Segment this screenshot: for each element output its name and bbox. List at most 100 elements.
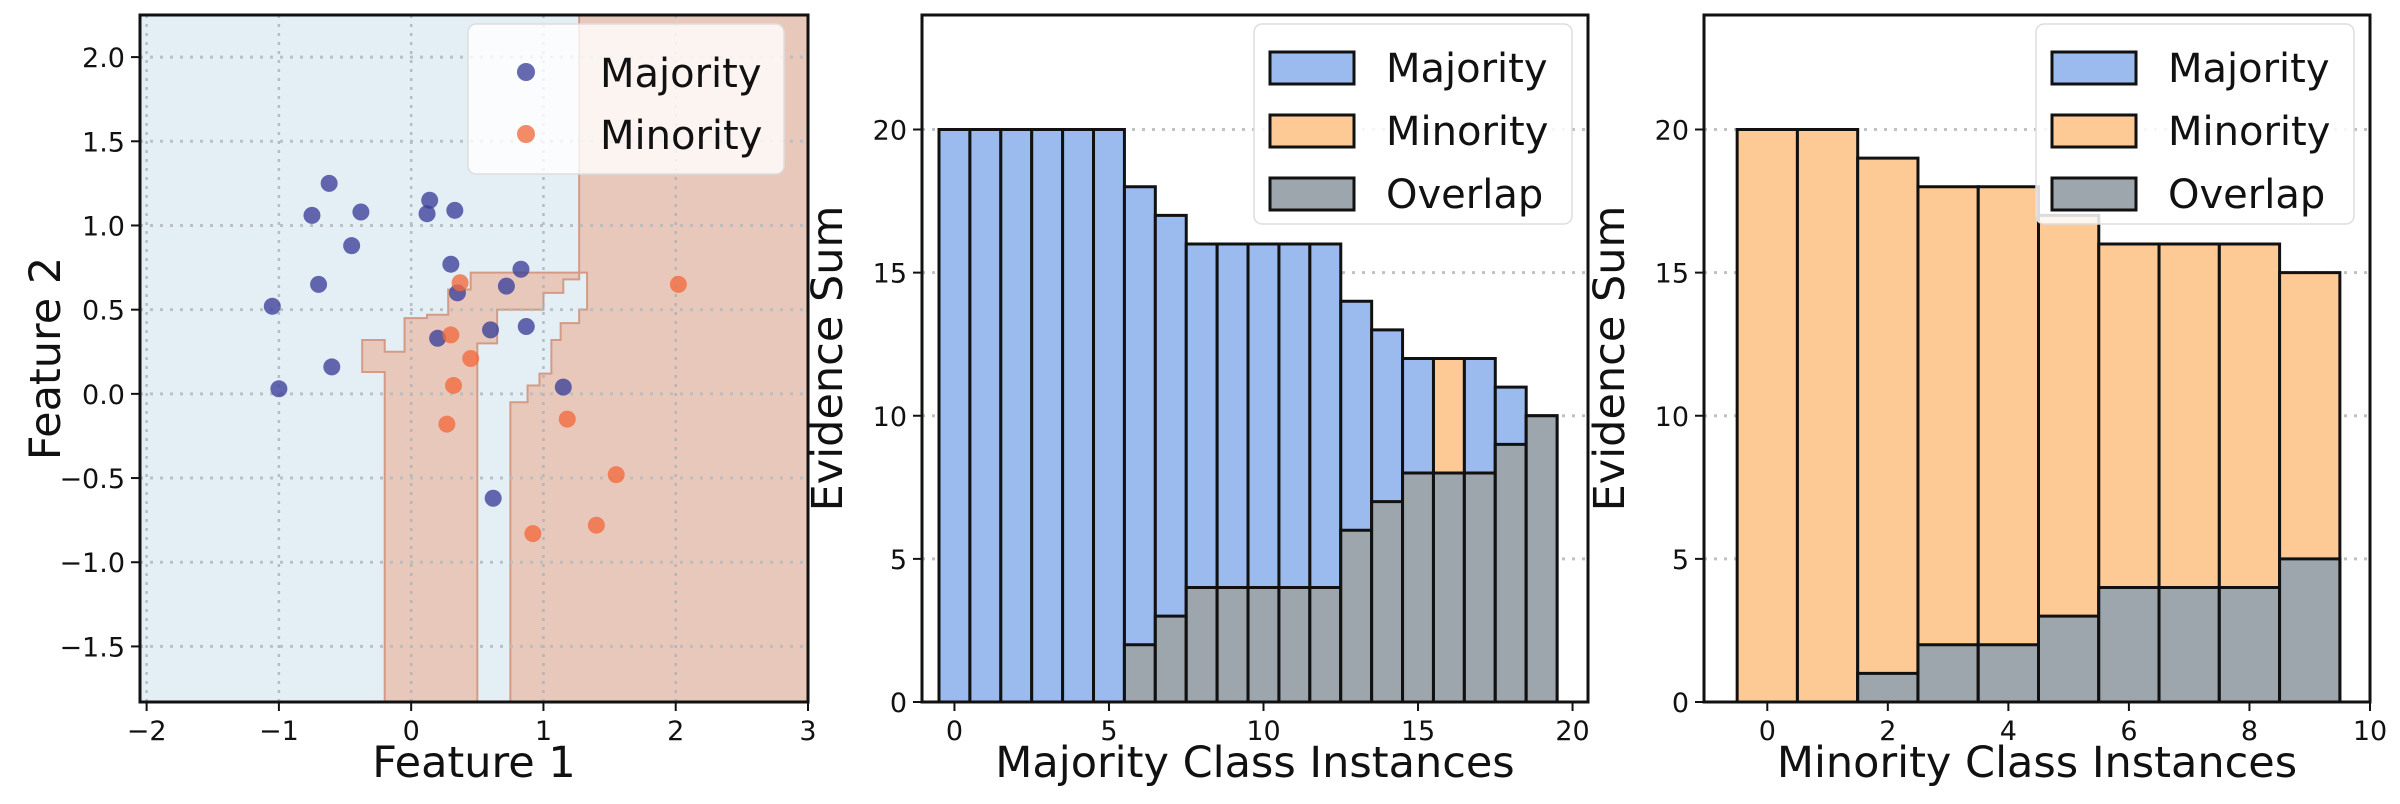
minority-region xyxy=(361,15,808,702)
x-tick-label: −1 xyxy=(259,716,299,747)
minority-point xyxy=(444,376,462,394)
x-tick-label: 8 xyxy=(2241,716,2258,747)
axes-frame xyxy=(920,13,1590,704)
y-tick-label: 10 xyxy=(873,402,907,433)
overlap-bar xyxy=(1401,471,1435,704)
minority-bar-panel: 0 2 4 6 8 10 0 5 10 15 20 Minority Class Instances E… xyxy=(1585,13,2388,788)
majority-point xyxy=(517,318,535,336)
x-axis-label: Majority Class Instances xyxy=(995,738,1514,788)
y-tick-label: 0.5 xyxy=(82,296,125,327)
legend-label-minority: Minority xyxy=(2168,109,2330,155)
minority-point xyxy=(442,326,460,344)
overlap-bar xyxy=(1976,643,2041,704)
legend-label-minority: Minority xyxy=(600,113,762,159)
y-tick-label: 0 xyxy=(890,688,907,719)
ticks: 0 5 10 15 20 0 5 10 15 20 xyxy=(873,116,1590,748)
majority-bar xyxy=(999,128,1034,704)
legend-marker-minority xyxy=(517,125,535,143)
majority-point xyxy=(352,203,370,221)
overlap-bar xyxy=(2037,614,2101,704)
majority-point xyxy=(446,201,464,219)
majority-bar xyxy=(1030,128,1065,704)
overlap-bar xyxy=(1916,643,1980,704)
minority-point xyxy=(438,415,456,433)
minority-bar xyxy=(1795,128,1860,704)
y-tick-label: 1.5 xyxy=(82,127,125,158)
majority-point xyxy=(442,255,460,273)
legend-label-majority: Majority xyxy=(1386,46,1548,92)
x-tick-label: −2 xyxy=(127,716,167,747)
x-tick-label: 5 xyxy=(1100,716,1117,747)
majority-point xyxy=(512,260,530,278)
majority-point xyxy=(323,358,341,376)
ticks: −2 −1 0 1 2 3 −1.5 −1.0 −0.5 0.0 0.5 1.0 1.5 2.0 xyxy=(59,43,816,747)
majority-bar xyxy=(968,128,1003,704)
y-axis-label: Evidence Sum xyxy=(803,206,853,512)
majority-point xyxy=(497,277,515,295)
minority-bar xyxy=(1976,185,2041,704)
grid-lines xyxy=(140,15,808,702)
majority-point xyxy=(418,205,436,223)
overlap-bar xyxy=(2217,586,2282,704)
y-tick-label: 1.0 xyxy=(82,211,125,242)
x-tick-label: 3 xyxy=(799,716,816,747)
minority-point xyxy=(669,275,687,293)
x-tick-label: 0 xyxy=(403,716,420,747)
overlap-bar xyxy=(1856,671,1920,704)
minority-bar xyxy=(1735,128,1799,704)
majority-point xyxy=(310,275,328,293)
majority-point xyxy=(320,174,338,192)
overlap-bar xyxy=(1277,586,1312,704)
x-tick-label: 6 xyxy=(2120,716,2137,747)
legend-box xyxy=(467,23,785,175)
ticks: 0 2 4 6 8 10 0 5 10 15 20 xyxy=(1655,116,2388,748)
x-axis-label: Feature 1 xyxy=(372,738,576,788)
overlap-bar xyxy=(1339,528,1374,704)
x-tick-label: 0 xyxy=(946,716,963,747)
x-tick-label: 20 xyxy=(1555,716,1589,747)
legend-swatch-majority xyxy=(1268,50,1356,86)
x-tick-label: 10 xyxy=(2353,716,2387,747)
majority-point xyxy=(263,297,281,315)
legend-swatch-minority xyxy=(1268,113,1356,149)
y-tick-label: −1.0 xyxy=(59,548,125,579)
x-tick-label: 10 xyxy=(1246,716,1280,747)
x-tick-label: 2 xyxy=(1879,716,1896,747)
y-tick-label: 15 xyxy=(873,259,907,290)
y-tick-label: −0.5 xyxy=(59,464,125,495)
y-tick-label: 2.0 xyxy=(82,43,125,74)
minority-bar xyxy=(1856,156,1920,704)
x-axis-label: Minority Class Instances xyxy=(1777,738,2297,788)
overlap-bar xyxy=(2097,586,2161,704)
y-tick-label: 0 xyxy=(1672,688,1689,719)
overlap-bar xyxy=(2278,557,2342,704)
minority-point xyxy=(607,466,625,484)
majority-bar xyxy=(1061,128,1096,704)
majority-point xyxy=(270,380,288,398)
majority-point xyxy=(303,206,321,224)
y-tick-label: 0.0 xyxy=(82,380,125,411)
legend-label-overlap: Overlap xyxy=(1386,172,1543,218)
overlap-bar xyxy=(1431,471,1466,704)
x-tick-label: 15 xyxy=(1401,716,1435,747)
x-tick-label: 1 xyxy=(535,716,552,747)
minority-point xyxy=(558,410,576,428)
minority-point xyxy=(524,525,542,543)
overlap-bar xyxy=(1153,614,1188,704)
legend-swatch-majority xyxy=(2050,50,2138,86)
y-tick-label: −1.5 xyxy=(59,632,125,663)
overlap-bar xyxy=(1246,586,1281,704)
y-tick-label: 10 xyxy=(1655,402,1689,433)
majority-point xyxy=(429,329,447,347)
majority-bar-panel: 0 5 10 15 20 0 5 10 15 20 Majority Class Instances… xyxy=(803,13,1590,788)
y-tick-label: 20 xyxy=(1655,116,1689,147)
majority-bar xyxy=(1122,185,1157,704)
y-tick-label: 5 xyxy=(890,545,907,576)
x-tick-label: 0 xyxy=(1759,716,1776,747)
legend: Majority Minority Overlap xyxy=(1253,23,1573,225)
y-axis-label: Evidence Sum xyxy=(1585,206,1635,512)
legend-swatch-minority xyxy=(2050,113,2138,149)
majority-bar xyxy=(937,128,972,704)
overlap-bar xyxy=(1215,586,1250,704)
